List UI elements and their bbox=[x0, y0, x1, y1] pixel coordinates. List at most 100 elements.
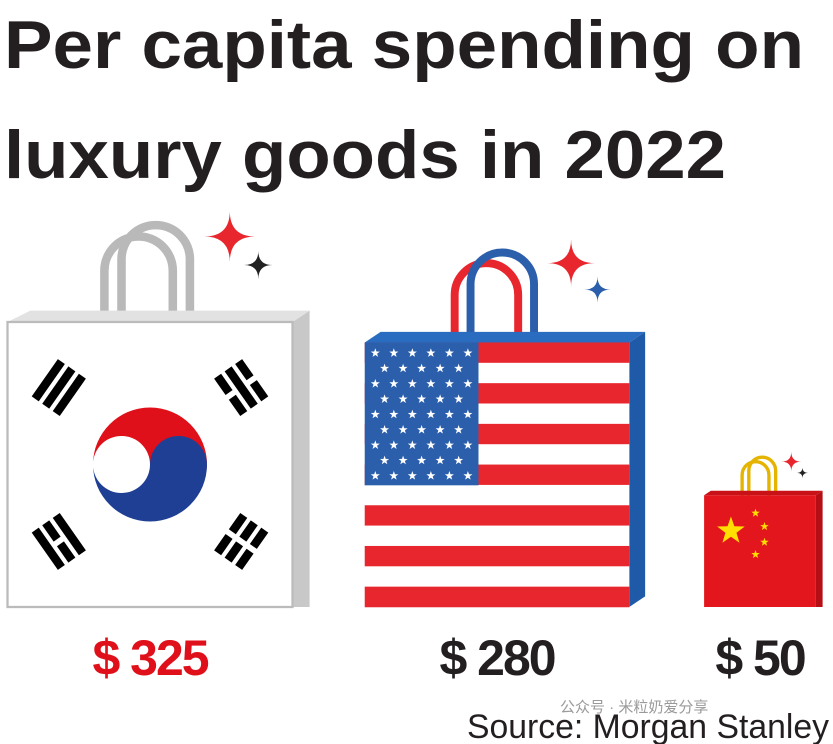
star bbox=[760, 522, 769, 531]
value-label: $ 50 bbox=[715, 630, 805, 686]
sparkle bbox=[584, 276, 611, 303]
bar bbox=[31, 359, 65, 402]
star bbox=[407, 471, 417, 480]
star bbox=[463, 440, 473, 449]
star bbox=[380, 455, 390, 465]
star bbox=[751, 508, 760, 517]
handle bbox=[450, 259, 523, 364]
sparkle bbox=[204, 210, 256, 263]
bar bbox=[228, 394, 248, 417]
star bbox=[398, 425, 408, 434]
bag bbox=[704, 451, 823, 607]
star bbox=[454, 363, 464, 373]
star bbox=[426, 409, 436, 419]
star bbox=[426, 378, 436, 388]
bag bbox=[364, 239, 646, 608]
star bbox=[370, 348, 380, 357]
watermark: 公众号 · 米粒奶爱分享 bbox=[560, 699, 708, 716]
star bbox=[417, 425, 427, 434]
handle bbox=[466, 248, 539, 354]
star bbox=[435, 455, 445, 465]
stripe bbox=[364, 545, 630, 567]
star bbox=[454, 425, 464, 434]
star bbox=[760, 537, 769, 546]
star bbox=[435, 363, 445, 373]
bar bbox=[42, 520, 61, 542]
value-label: $ 325 bbox=[92, 630, 208, 686]
taeguk-blue bbox=[93, 436, 207, 522]
source: Source: Morgan Stanley bbox=[467, 708, 829, 744]
bar bbox=[235, 359, 254, 381]
bar bbox=[52, 512, 86, 556]
stripe bbox=[364, 525, 630, 547]
star bbox=[407, 409, 417, 419]
star bbox=[444, 348, 454, 357]
sparkle bbox=[547, 239, 595, 287]
star bbox=[426, 348, 436, 357]
handle bbox=[100, 232, 178, 345]
bar bbox=[249, 380, 269, 402]
bag-side bbox=[292, 310, 310, 607]
star bbox=[407, 378, 417, 388]
star bbox=[454, 455, 464, 465]
star bbox=[463, 378, 473, 388]
chart-title: luxury goods in 2022 bbox=[4, 117, 726, 193]
star bbox=[463, 409, 473, 419]
bar bbox=[214, 533, 233, 556]
star bbox=[426, 440, 436, 449]
bar bbox=[52, 373, 86, 417]
bar bbox=[239, 520, 258, 542]
star bbox=[389, 471, 399, 480]
sparkle bbox=[796, 467, 809, 479]
bar bbox=[249, 527, 269, 549]
bar bbox=[214, 373, 233, 396]
star bbox=[444, 440, 454, 449]
stripe bbox=[364, 586, 630, 608]
bar bbox=[42, 366, 76, 409]
star bbox=[417, 455, 427, 465]
bag-top bbox=[704, 490, 823, 496]
star bbox=[389, 348, 399, 357]
chart-title: Per capita spending on bbox=[4, 7, 804, 83]
star bbox=[444, 378, 454, 388]
bar bbox=[224, 366, 258, 409]
star bbox=[717, 516, 745, 543]
star bbox=[426, 471, 436, 480]
bag-body bbox=[704, 495, 816, 607]
stripe bbox=[364, 566, 630, 587]
star bbox=[454, 394, 464, 403]
sparkle bbox=[244, 250, 273, 280]
bar bbox=[224, 541, 244, 563]
trigram bbox=[31, 359, 86, 417]
star bbox=[389, 378, 399, 388]
star bbox=[417, 394, 427, 403]
star bbox=[380, 394, 390, 403]
star bbox=[380, 363, 390, 373]
handle bbox=[117, 220, 195, 334]
bag bbox=[6, 210, 310, 609]
bar bbox=[56, 541, 76, 563]
bar bbox=[31, 527, 65, 570]
star bbox=[380, 425, 390, 434]
star bbox=[751, 549, 760, 559]
star bbox=[398, 455, 408, 465]
bar bbox=[228, 512, 248, 535]
handle bbox=[740, 460, 771, 505]
star bbox=[389, 440, 399, 449]
value-label: $ 280 bbox=[439, 630, 554, 686]
sparkle bbox=[781, 451, 802, 472]
star bbox=[398, 363, 408, 373]
handle bbox=[747, 455, 778, 500]
star bbox=[370, 378, 380, 388]
bag-top bbox=[364, 331, 646, 343]
star bbox=[407, 348, 417, 357]
trigram bbox=[31, 512, 86, 570]
star bbox=[370, 471, 380, 480]
star bbox=[435, 394, 445, 403]
bag-side bbox=[629, 331, 646, 607]
star bbox=[407, 440, 417, 449]
star bbox=[435, 425, 445, 434]
star bbox=[398, 394, 408, 403]
